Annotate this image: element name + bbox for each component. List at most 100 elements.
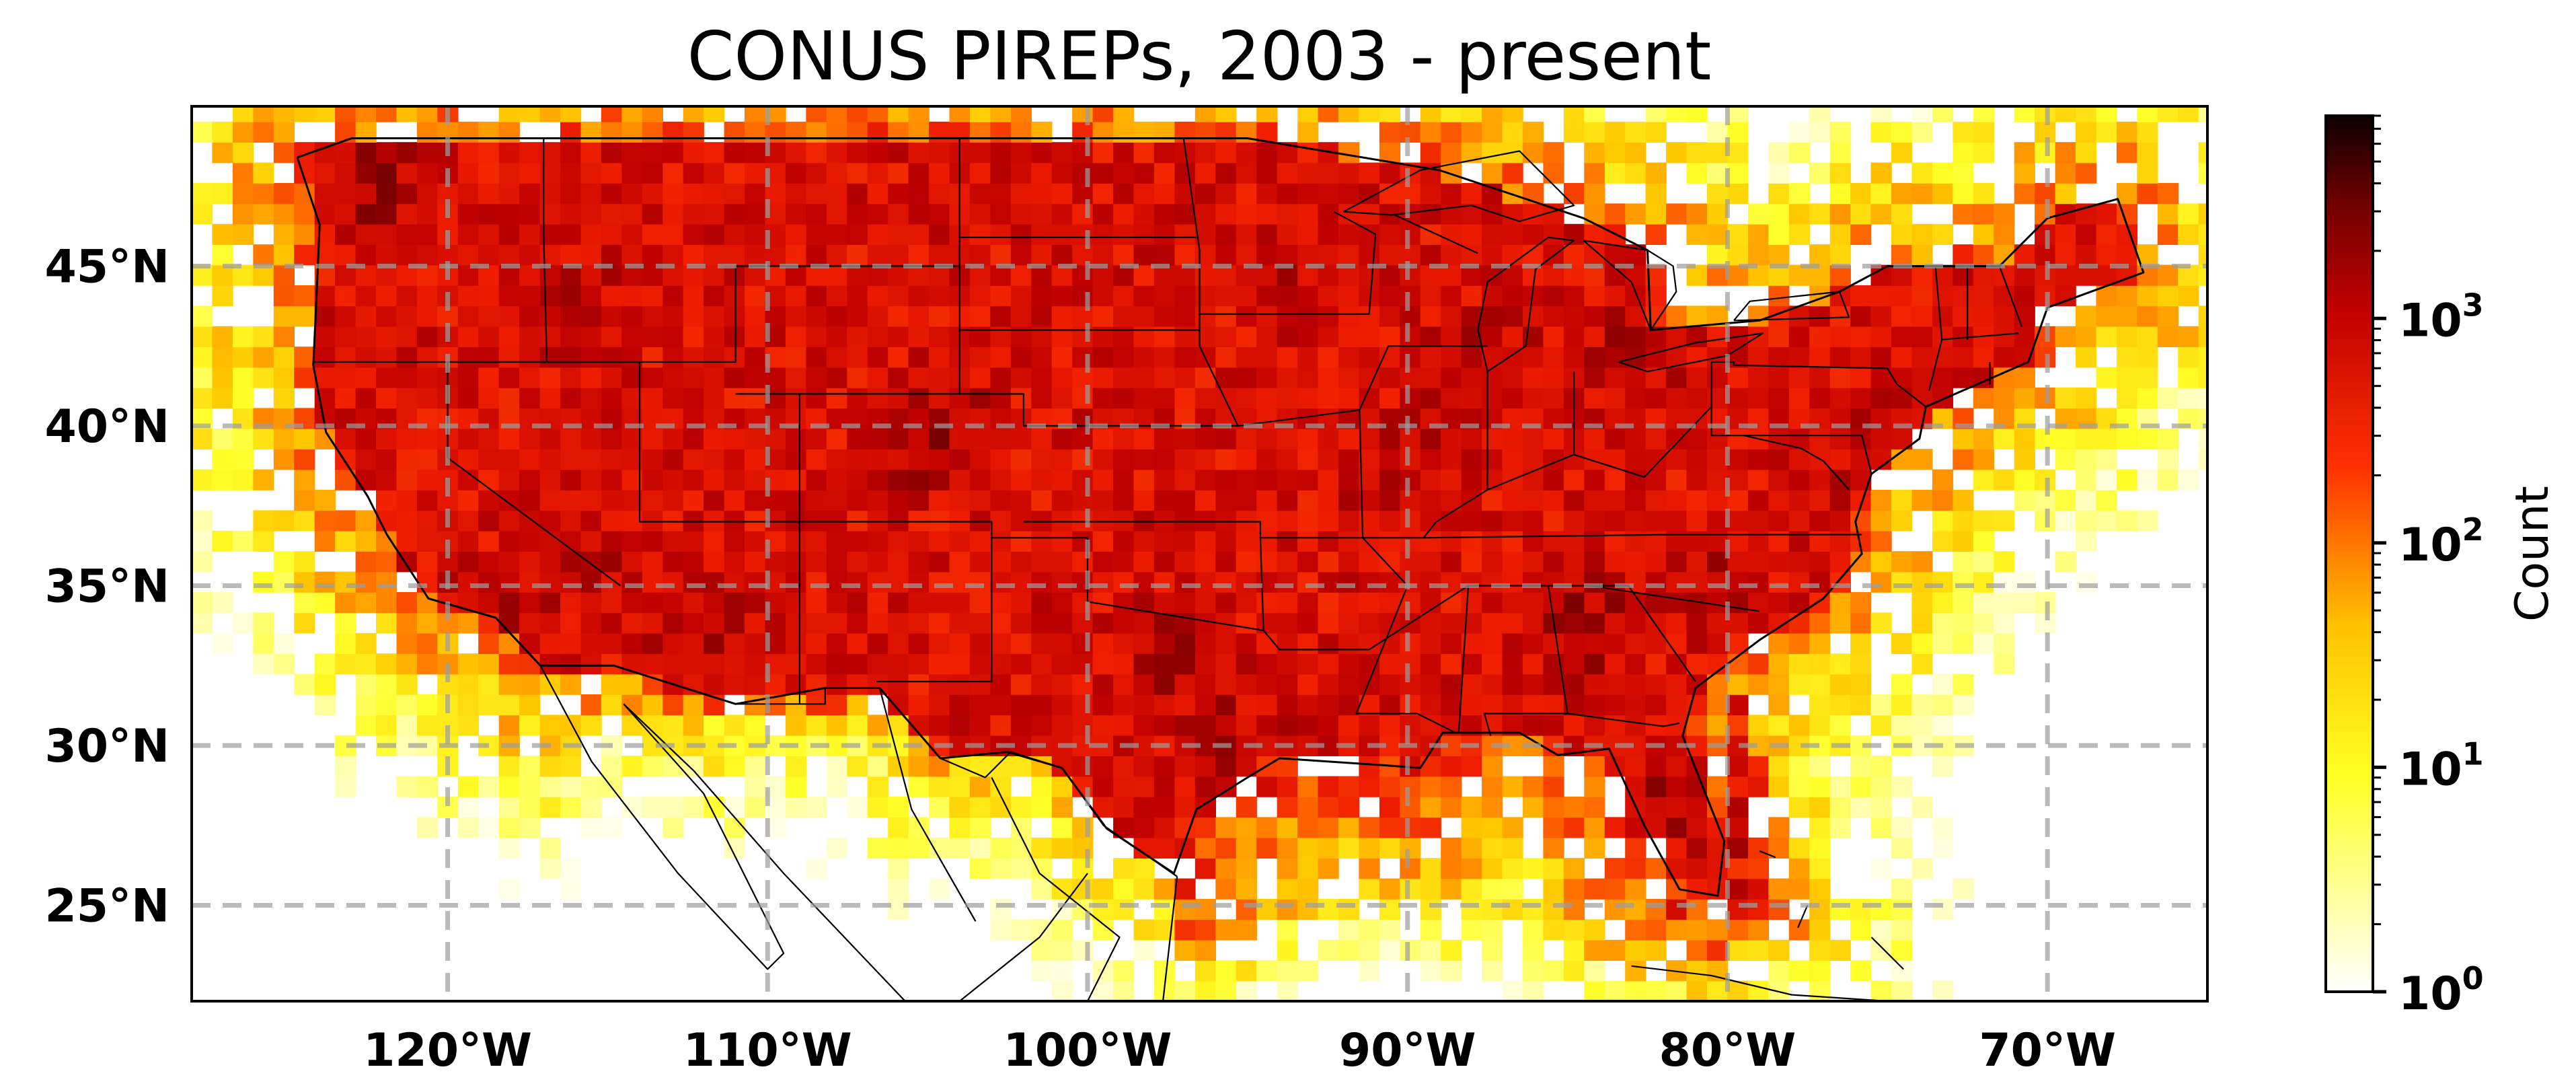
heat-cell: [1031, 203, 1053, 225]
heat-cell: [1297, 183, 1319, 205]
heat-cell: [519, 106, 541, 122]
heat-cell: [1604, 142, 1626, 163]
heat-cell: [376, 592, 397, 614]
heat-cell: [1584, 592, 1605, 614]
heat-cell: [1318, 510, 1339, 532]
heat-cell: [1870, 530, 1892, 552]
heat-cell: [1850, 367, 1872, 388]
heat-cell: [1625, 551, 1646, 573]
heat-cell: [1174, 347, 1196, 368]
heat-cell: [888, 285, 909, 307]
heat-cell: [1768, 715, 1790, 736]
heat-cell: [1768, 367, 1790, 388]
heat-cell: [1523, 428, 1544, 449]
heat-cell: [621, 674, 643, 695]
heat-cell: [1338, 162, 1360, 184]
heat-cell: [335, 612, 356, 634]
heat-cell: [929, 183, 950, 205]
heat-cell: [1318, 674, 1339, 695]
heat-cell: [355, 428, 377, 449]
heat-cell: [908, 510, 930, 532]
heat-cell: [1441, 530, 1462, 552]
heat-cell: [1932, 510, 1954, 532]
heat-cell: [580, 612, 602, 634]
heat-cell: [580, 776, 602, 797]
heat-cell: [1584, 142, 1605, 163]
heat-cell: [1051, 674, 1073, 695]
heat-cell: [683, 715, 704, 736]
heat-cell: [1850, 183, 1872, 205]
longitude-tick-label: 70°W: [1979, 1024, 2116, 1077]
heat-cell: [1829, 571, 1851, 593]
heat-cell: [929, 469, 950, 490]
heat-cell: [1400, 223, 1421, 245]
heat-cell: [1543, 674, 1564, 695]
heat-cell: [1031, 428, 1053, 449]
heat-cell: [2157, 305, 2179, 327]
heat-cell: [1973, 449, 1994, 470]
heat-cell: [1707, 919, 1729, 941]
heat-cell: [1277, 980, 1298, 1001]
heat-cell: [2014, 490, 2035, 511]
heat-cell: [498, 551, 520, 573]
heat-cell: [949, 674, 971, 695]
heat-cell: [2014, 388, 2035, 409]
heat-cell: [2116, 285, 2138, 307]
heat-cell: [1523, 551, 1544, 573]
heat-cell: [457, 347, 479, 368]
heat-cell: [806, 142, 827, 163]
heat-cell: [1523, 388, 1544, 409]
heat-cell: [1379, 449, 1401, 470]
heat-cell: [1195, 285, 1216, 307]
heat-cell: [2076, 162, 2097, 184]
heat-cell: [867, 612, 888, 634]
heat-cell: [621, 612, 643, 634]
heat-cell: [1215, 980, 1237, 1001]
heat-cell: [1482, 551, 1503, 573]
heat-cell: [1113, 162, 1135, 184]
heat-cell: [376, 162, 397, 184]
heat-cell: [498, 878, 520, 900]
heat-cell: [1195, 919, 1216, 941]
heat-cell: [1584, 632, 1605, 654]
heat-cell: [1236, 653, 1257, 675]
heat-cell: [1666, 388, 1688, 409]
heat-cell: [826, 388, 847, 409]
heat-cell: [847, 530, 868, 552]
heat-cell: [1236, 858, 1257, 879]
heat-cell: [867, 797, 888, 818]
heat-cell: [785, 326, 807, 347]
heat-cell: [2096, 449, 2117, 470]
heat-cell: [1153, 305, 1176, 327]
heat-cell: [1010, 837, 1032, 859]
heat-cell: [1195, 449, 1216, 470]
heat-cell: [1051, 285, 1073, 307]
heat-cell: [1256, 551, 1278, 573]
heat-cell: [314, 162, 336, 184]
heat-cell: [969, 653, 991, 675]
heat-cell: [1236, 980, 1257, 1001]
heat-cell: [1133, 121, 1155, 143]
heat-cell: [929, 121, 950, 143]
heat-cell: [294, 449, 315, 470]
heat-cell: [1379, 428, 1401, 449]
heat-cell: [908, 469, 930, 490]
heat-cell: [1236, 530, 1257, 552]
heat-cell: [826, 121, 847, 143]
heat-cell: [560, 510, 582, 532]
border-line: [1483, 585, 1568, 737]
heat-cell: [1707, 939, 1729, 961]
heat-cell: [1502, 858, 1523, 879]
heat-cell: [908, 674, 930, 695]
heat-cell: [1010, 142, 1032, 163]
heat-cell: [704, 142, 725, 163]
heat-cell: [457, 244, 479, 266]
heat-cell: [1727, 388, 1749, 409]
heat-cell: [683, 162, 704, 184]
heat-cell: [2116, 326, 2138, 347]
heat-cell: [1625, 469, 1646, 490]
heat-cell: [1584, 817, 1605, 838]
heat-cell: [1072, 756, 1094, 777]
heat-cell: [519, 347, 541, 368]
heat-cell: [1523, 715, 1544, 736]
